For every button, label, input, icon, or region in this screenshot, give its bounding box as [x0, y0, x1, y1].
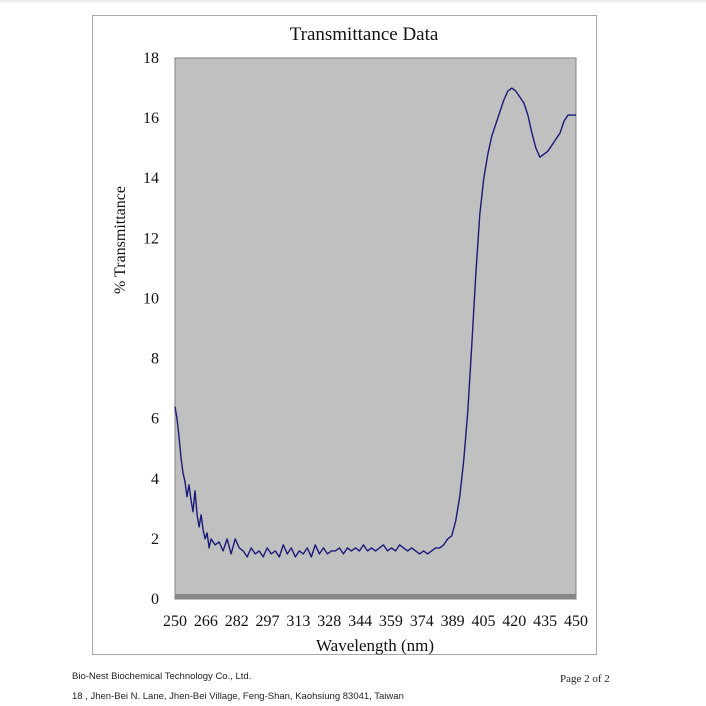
y-tick-label: 10 — [143, 290, 159, 307]
transmittance-series-line — [174, 87, 576, 558]
footer-address: 18 , Jhen-Bei N. Lane, Jhen-Bei Village,… — [72, 691, 404, 702]
y-tick-label: 14 — [143, 170, 159, 187]
x-tick-label: 282 — [225, 613, 249, 630]
y-tick-label: 18 — [143, 50, 159, 67]
y-axis-tick-labels: 0 2 4 6 8 10 12 14 16 18 — [143, 50, 159, 608]
chart-figure: Transmittance Data 0 2 4 6 8 10 12 14 16 18 250 26… — [92, 15, 597, 655]
y-tick-label: 0 — [151, 591, 159, 608]
x-tick-label: 250 — [163, 613, 187, 630]
x-tick-label: 420 — [502, 613, 526, 630]
y-tick-label: 6 — [151, 411, 159, 428]
x-tick-label: 313 — [286, 613, 310, 630]
x-tick-label: 435 — [533, 613, 557, 630]
footer-page-number: Page 2 of 2 — [560, 673, 610, 685]
y-tick-label: 8 — [151, 351, 159, 368]
y-tick-label: 4 — [151, 471, 159, 488]
page-top-edge — [0, 0, 706, 4]
x-tick-label: 266 — [194, 613, 218, 630]
chart-title: Transmittance Data — [290, 24, 439, 45]
x-tick-label: 389 — [441, 613, 465, 630]
x-tick-label: 405 — [471, 613, 495, 630]
footer-company-name: Bio-Nest Biochemical Technology Co., Ltd… — [72, 671, 252, 682]
y-tick-label: 12 — [143, 230, 159, 247]
y-axis-label: % Transmittance — [112, 186, 129, 294]
transmittance-chart: Transmittance Data 0 2 4 6 8 10 12 14 16 18 250 26… — [112, 24, 588, 655]
x-axis-tick-labels: 250 266 282 297 313 328 344 359 374 389 405 420 435 4… — [163, 613, 588, 630]
baseline-band — [175, 594, 576, 599]
plot-area — [174, 57, 577, 600]
x-tick-label: 344 — [348, 613, 372, 630]
x-tick-label: 374 — [410, 613, 434, 630]
y-tick-label: 16 — [143, 110, 159, 127]
y-tick-label: 2 — [151, 531, 159, 548]
x-tick-label: 450 — [564, 613, 588, 630]
x-tick-label: 297 — [256, 613, 280, 630]
x-tick-label: 328 — [317, 613, 341, 630]
x-axis-label: Wavelength (nm) — [316, 636, 434, 655]
x-tick-label: 359 — [379, 613, 403, 630]
